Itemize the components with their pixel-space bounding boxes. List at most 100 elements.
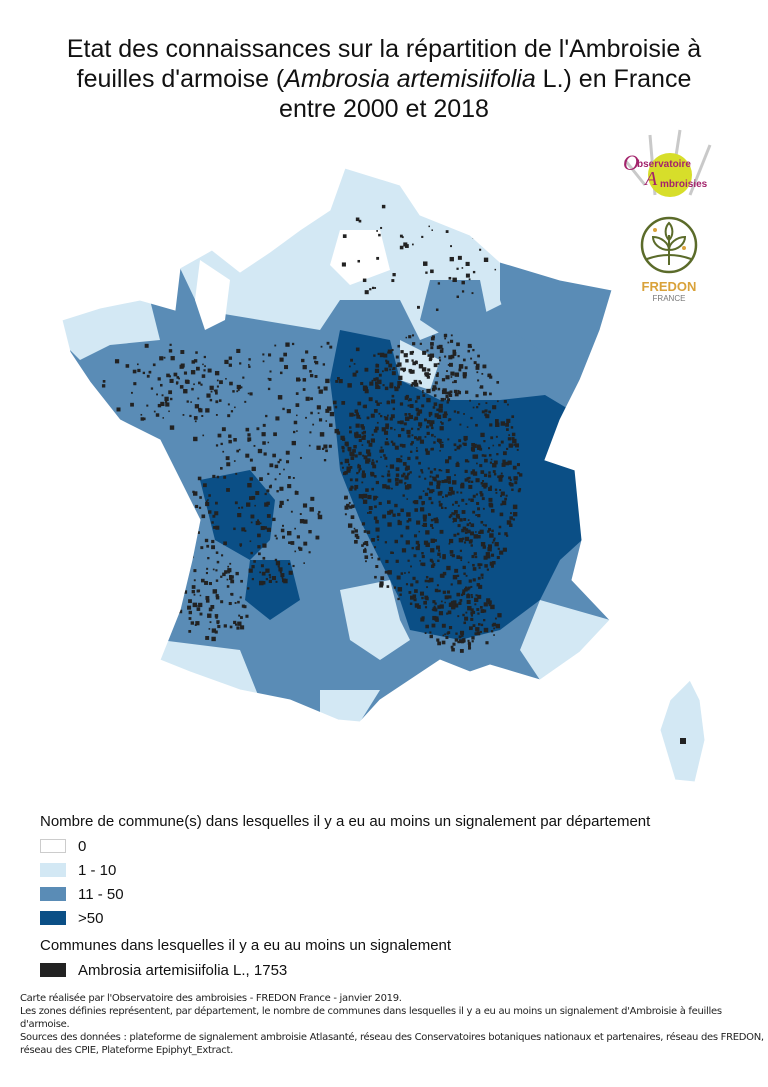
signalement-point <box>453 380 457 384</box>
signalement-point <box>238 614 241 617</box>
signalement-point <box>427 579 431 583</box>
signalement-point <box>481 454 485 457</box>
signalement-point <box>429 558 433 562</box>
signalement-point <box>352 372 357 377</box>
signalement-point <box>266 501 270 505</box>
signalement-point <box>454 500 458 504</box>
signalement-point <box>186 400 189 403</box>
signalement-point <box>461 498 465 502</box>
signalement-point <box>485 641 489 645</box>
signalement-point <box>495 422 500 427</box>
signalement-point <box>272 517 276 522</box>
signalement-point <box>166 373 170 378</box>
signalement-point <box>362 499 368 504</box>
signalement-point <box>438 549 441 552</box>
signalement-point <box>363 388 366 392</box>
signalement-point <box>417 427 420 431</box>
signalement-point <box>431 433 434 437</box>
signalement-point <box>215 414 218 416</box>
signalement-point <box>414 416 419 421</box>
signalement-point <box>257 545 261 549</box>
signalement-point <box>518 488 522 491</box>
signalement-point <box>499 550 504 555</box>
signalement-point <box>478 566 481 569</box>
signalement-point <box>375 527 380 532</box>
signalement-point <box>373 377 377 382</box>
signalement-point <box>168 375 172 378</box>
signalement-point <box>375 384 380 390</box>
signalement-point <box>212 589 218 594</box>
signalement-point <box>262 360 265 363</box>
signalement-point <box>405 465 410 470</box>
signalement-point <box>233 527 236 531</box>
signalement-point <box>278 567 283 572</box>
signalement-point <box>228 356 233 360</box>
signalement-point <box>228 434 232 438</box>
signalement-point <box>425 542 430 547</box>
signalement-point <box>165 402 170 407</box>
signalement-point <box>183 389 188 394</box>
signalement-point <box>217 624 221 629</box>
signalement-point <box>200 383 203 386</box>
signalement-point <box>428 415 431 418</box>
signalement-point <box>380 226 383 229</box>
signalement-point <box>132 369 137 374</box>
signalement-point <box>451 554 455 558</box>
signalement-point <box>450 354 455 359</box>
signalement-point <box>461 528 465 533</box>
signalement-point <box>506 447 509 450</box>
signalement-point <box>283 468 285 471</box>
signalement-point <box>405 336 408 339</box>
signalement-point <box>358 494 364 499</box>
signalement-point <box>241 604 245 608</box>
signalement-point <box>509 482 514 487</box>
signalement-point <box>291 440 296 446</box>
signalement-point <box>470 416 473 420</box>
signalement-point <box>438 403 443 409</box>
signalement-point <box>427 580 429 583</box>
signalement-point <box>281 578 286 583</box>
signalement-point <box>183 522 187 526</box>
signalement-point <box>457 580 462 585</box>
signalement-point <box>350 456 355 460</box>
signalement-point <box>508 443 513 448</box>
signalement-point <box>249 392 253 396</box>
signalement-point <box>387 351 390 354</box>
signalement-point <box>509 478 512 481</box>
signalement-point <box>461 290 465 293</box>
signalement-point <box>198 381 201 385</box>
signalement-point <box>430 269 434 274</box>
signalement-point <box>207 556 210 560</box>
signalement-point <box>263 526 267 530</box>
signalement-point <box>183 371 188 375</box>
signalement-point <box>513 443 516 446</box>
signalement-point <box>354 529 358 533</box>
signalement-point <box>397 344 401 348</box>
class-0-zone <box>330 230 390 285</box>
signalement-point <box>366 440 371 444</box>
signalement-point <box>414 500 419 505</box>
signalement-point <box>425 596 429 601</box>
signalement-point <box>454 517 457 521</box>
signalement-point <box>475 514 477 517</box>
signalement-point <box>444 633 446 636</box>
signalement-point <box>492 470 496 473</box>
signalement-point <box>454 638 458 642</box>
signalement-point <box>444 337 447 340</box>
signalement-point <box>309 373 314 378</box>
signalement-point <box>400 350 404 354</box>
signalement-point <box>511 415 515 419</box>
signalement-point <box>417 409 423 414</box>
signalement-point <box>471 636 475 640</box>
signalement-point <box>474 597 479 603</box>
signalement-point <box>213 526 216 529</box>
signalement-point <box>234 602 237 604</box>
signalement-point <box>498 443 501 447</box>
signalement-point <box>490 458 493 461</box>
signalement-point <box>434 478 437 482</box>
map-legend: Nombre de commune(s) dans lesquelles il … <box>40 810 650 982</box>
signalement-point <box>409 471 412 474</box>
signalement-point <box>432 615 437 621</box>
signalement-point <box>459 630 465 635</box>
